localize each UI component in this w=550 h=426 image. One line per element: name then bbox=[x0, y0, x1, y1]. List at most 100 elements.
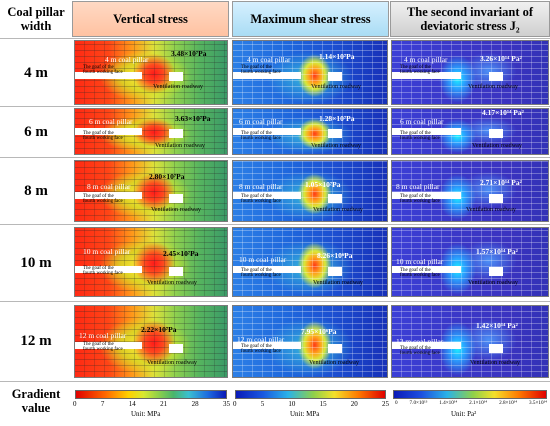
tick-label: 0 bbox=[73, 400, 77, 408]
pillar-label: 8 m coal pillar bbox=[87, 182, 131, 191]
pillar-label: 4 m coal pillar bbox=[247, 55, 291, 64]
vertical-stress-color-bar bbox=[75, 390, 227, 399]
column-header-vertical-stress: Vertical stress bbox=[72, 1, 229, 37]
peak-value: 2.45×10⁷Pa bbox=[163, 249, 199, 258]
ventilation-label: Ventilation roadway bbox=[155, 142, 206, 149]
shear-stress-panel-12m: 12 m coal pillar The goaf of the fourth w… bbox=[232, 305, 388, 378]
tick-label: 15 bbox=[319, 400, 327, 408]
pillar-label: 6 m coal pillar bbox=[239, 117, 283, 126]
row-label-10m: 10 m bbox=[20, 254, 52, 271]
j2-panel-8m: 8 m coal pillar The goaf of the fourth wo… bbox=[391, 160, 549, 222]
row-label-4m: 4 m bbox=[24, 64, 48, 81]
goaf-label: The goaf of the fourth working face bbox=[241, 344, 281, 355]
peak-value: 4.17×10¹⁴ Pa² bbox=[482, 108, 524, 117]
shear-stress-panel-6m: 6 m coal pillar The goaf of the fourth wo… bbox=[232, 108, 388, 155]
goaf-label: The goaf of the fourth working face bbox=[83, 194, 123, 205]
separator bbox=[0, 106, 550, 107]
separator bbox=[0, 381, 550, 382]
peak-value: 2.22×10⁷Pa bbox=[141, 325, 177, 334]
goaf-label: The goaf of the fourth working face bbox=[83, 65, 123, 76]
peak-value: 1.42×10¹⁴ Pa² bbox=[476, 321, 518, 330]
peak-value: 1.57×10¹⁴ Pa² bbox=[476, 247, 518, 256]
goaf-label: The goaf of the fourth working face bbox=[400, 131, 440, 142]
tick-label: 7 bbox=[100, 400, 105, 408]
goaf-label: The goaf of the fourth working face bbox=[400, 65, 440, 76]
vertical-stress-panel-6m: 6 m coal pillar The goaf of the fourth wo… bbox=[74, 108, 228, 155]
column-header-max-shear-stress: Maximum shear stress bbox=[232, 1, 389, 37]
ventilation-label: Ventilation roadway bbox=[472, 142, 523, 149]
pillar-label: 6 m coal pillar bbox=[400, 117, 444, 126]
pillar-label: 6 m coal pillar bbox=[89, 117, 133, 126]
goaf-label: The goaf of the fourth working face bbox=[241, 268, 281, 279]
goaf-label: The goaf of the fourth working face bbox=[400, 268, 440, 279]
pillar-label: 8 m coal pillar bbox=[239, 182, 283, 191]
j2-panel-12m: 12 m coal pillar The goaf of the fourth w… bbox=[391, 305, 549, 378]
j2-panel-6m: 6 m coal pillar The goaf of the fourth wo… bbox=[391, 108, 549, 155]
shear-stress-panel-4m: 4 m coal pillar The goaf of the fourth wo… bbox=[232, 40, 388, 105]
j2-color-bar bbox=[393, 390, 547, 399]
ventilation-label: Ventilation roadway bbox=[313, 206, 364, 213]
tick-label: 0 bbox=[395, 400, 398, 406]
row-label-12m: 12 m bbox=[20, 333, 52, 350]
shear-stress-ticks: 0 5 10 15 20 25 bbox=[233, 400, 389, 408]
column-header-j2: The second invariant of deviatoric stres… bbox=[390, 1, 550, 37]
pillar-label: 12 m coal pillar bbox=[396, 337, 444, 346]
separator bbox=[0, 301, 550, 302]
ventilation-label: Ventilation roadway bbox=[470, 359, 521, 366]
tick-label: 20 bbox=[350, 400, 358, 408]
shear-stress-color-bar bbox=[235, 390, 386, 399]
vertical-stress-panel-4m: 4 m coal pillar The goaf of the fourth wo… bbox=[74, 40, 228, 105]
peak-value: 7.95×10⁶Pa bbox=[301, 327, 337, 336]
pillar-label: 12 m coal pillar bbox=[237, 335, 285, 344]
goaf-label: The goaf of the fourth working face bbox=[400, 346, 440, 357]
vertical-stress-unit: Unit: MPa bbox=[131, 410, 161, 418]
peak-value: 1.14×10⁷Pa bbox=[319, 52, 355, 61]
goaf-label: The goaf of the fourth working face bbox=[241, 131, 281, 142]
pillar-label: 8 m coal pillar bbox=[396, 182, 440, 191]
j2-ticks: 0 7.0×10¹³ 1.4×10¹⁴ 2.1×10¹⁴ 2.8×10¹⁴ 3.… bbox=[395, 400, 547, 406]
tick-label: 14 bbox=[128, 400, 136, 408]
vertical-stress-ticks: 0 7 14 21 28 35 bbox=[73, 400, 230, 408]
pillar-label: 4 m coal pillar bbox=[404, 55, 448, 64]
j2-panel-4m: 4 m coal pillar The goaf of the fourth wo… bbox=[391, 40, 549, 105]
pillar-label: 12 m coal pillar bbox=[79, 331, 127, 340]
separator bbox=[0, 224, 550, 225]
shear-stress-panel-10m: 10 m coal pillar The goaf of the fourth w… bbox=[232, 227, 388, 297]
row-header-label: Coal pillar width bbox=[7, 5, 65, 33]
peak-value: 1.05×10⁷Pa bbox=[305, 180, 341, 189]
row-label-8m: 8 m bbox=[24, 182, 48, 199]
vertical-stress-panel-8m: 8 m coal pillar The goaf of the fourth wo… bbox=[74, 160, 228, 222]
j2-unit: Unit: Pa² bbox=[451, 410, 477, 418]
ventilation-label: Ventilation roadway bbox=[147, 359, 198, 366]
tick-label: 1.4×10¹⁴ bbox=[439, 400, 458, 406]
vertical-stress-panel-10m: 10 m coal pillar The goaf of the fourth w… bbox=[74, 227, 228, 297]
ventilation-label: Ventilation roadway bbox=[313, 279, 364, 286]
pillar-label: 4 m coal pillar bbox=[105, 55, 149, 64]
ventilation-label: Ventilation roadway bbox=[311, 83, 362, 90]
ventilation-label: Ventilation roadway bbox=[151, 206, 202, 213]
tick-label: 28 bbox=[191, 400, 199, 408]
ventilation-label: Ventilation roadway bbox=[147, 279, 198, 286]
ventilation-label: Ventilation roadway bbox=[311, 142, 362, 149]
gradient-value-label: Gradient value bbox=[11, 387, 61, 415]
goaf-label: The goaf of the fourth working face bbox=[400, 194, 440, 205]
goaf-label: The goaf of the fourth working face bbox=[241, 65, 281, 76]
goaf-label: The goaf of the fourth working face bbox=[83, 342, 123, 353]
tick-label: 2.8×10¹⁴ bbox=[499, 400, 518, 406]
goaf-label: The goaf of the fourth working face bbox=[241, 194, 281, 205]
tick-label: 7.0×10¹³ bbox=[409, 400, 428, 406]
tick-label: 35 bbox=[222, 400, 230, 408]
peak-value: 2.71×10¹⁴ Pa² bbox=[480, 178, 522, 187]
vertical-stress-panel-12m: 12 m coal pillar The goaf of the fourth w… bbox=[74, 305, 228, 378]
pillar-label: 10 m coal pillar bbox=[396, 257, 444, 266]
goaf-label: The goaf of the fourth working face bbox=[83, 131, 123, 142]
peak-value: 2.80×10⁷Pa bbox=[149, 172, 185, 181]
pillar-label: 10 m coal pillar bbox=[83, 247, 131, 256]
tick-label: 0 bbox=[233, 400, 237, 408]
tick-label: 25 bbox=[381, 400, 389, 408]
shear-stress-panel-8m: 8 m coal pillar The goaf of the fourth wo… bbox=[232, 160, 388, 222]
ventilation-label: Ventilation roadway bbox=[468, 279, 519, 286]
tick-label: 5 bbox=[260, 400, 265, 408]
peak-value: 8.26×10⁶Pa bbox=[317, 251, 353, 260]
